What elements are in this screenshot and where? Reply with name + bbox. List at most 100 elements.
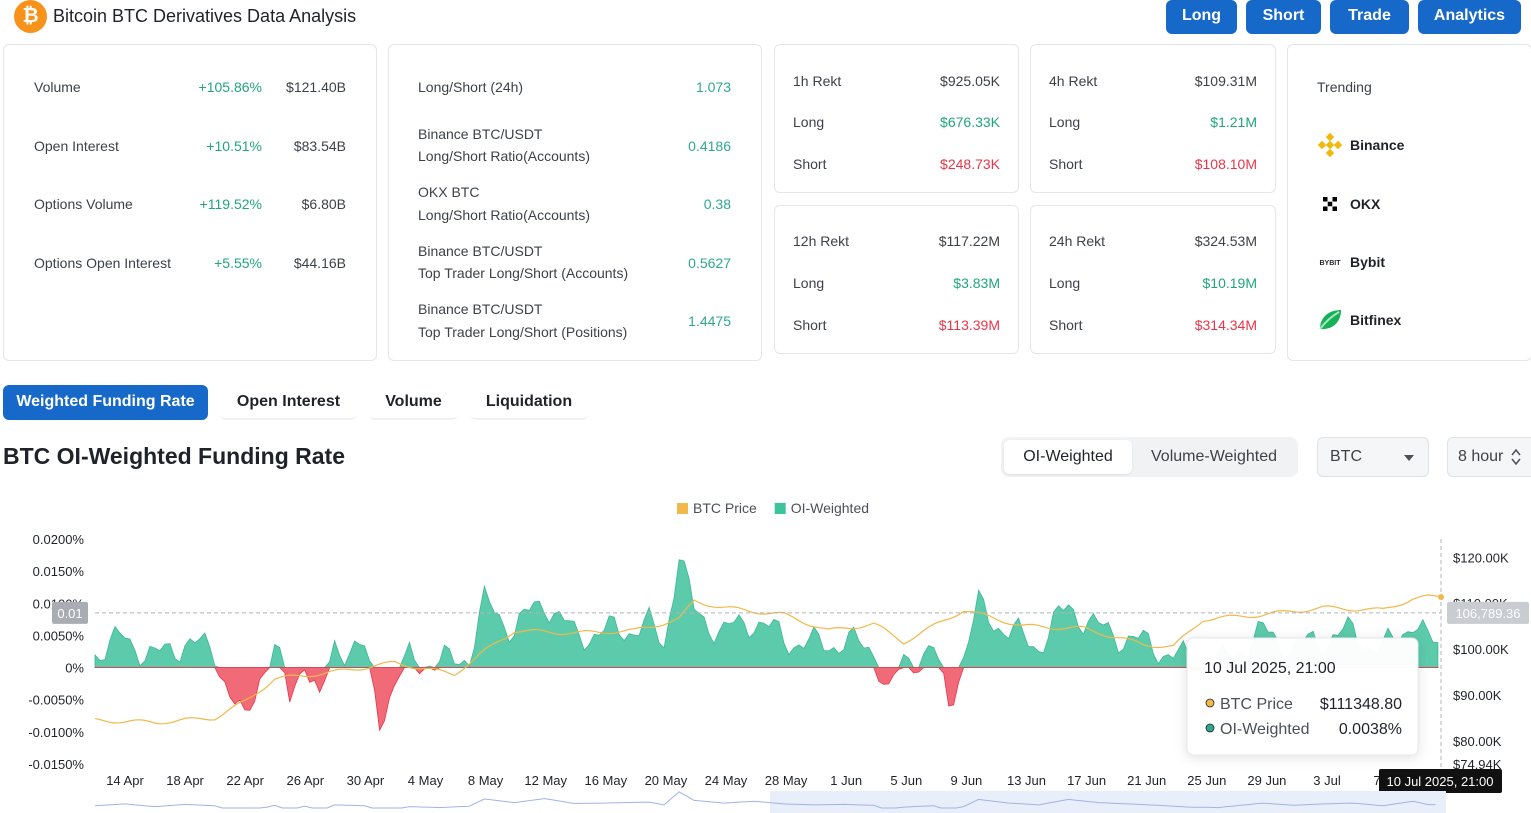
ratio-sublabel: Top Trader Long/Short (Accounts) bbox=[418, 265, 629, 281]
rekt-short-label: Short bbox=[793, 156, 827, 172]
asset-select[interactable]: BTC bbox=[1317, 437, 1429, 477]
summary-change: +10.51% bbox=[206, 138, 262, 154]
rekt-4h-card: 4h Rekt $109.31M Long $1.21M Short $108.… bbox=[1030, 44, 1276, 193]
x-tick-label: 13 Jun bbox=[1007, 773, 1046, 788]
ratio-sublabel: Top Trader Long/Short (Positions) bbox=[418, 324, 628, 340]
rekt-long-label: Long bbox=[1049, 114, 1081, 130]
rekt-long-value: $1.21M bbox=[1210, 114, 1257, 130]
rekt-short-value: $108.10M bbox=[1194, 156, 1257, 172]
rekt-title: 4h Rekt bbox=[1049, 73, 1098, 89]
binance-icon bbox=[1317, 132, 1343, 158]
rekt-short-value: $113.39M bbox=[938, 317, 1000, 333]
trending-item-bitfinex[interactable]: Bitfinex bbox=[1317, 306, 1497, 334]
tab-open-interest[interactable]: Open Interest bbox=[220, 385, 357, 420]
x-tick-label: 20 May bbox=[645, 773, 688, 788]
okx-icon bbox=[1323, 197, 1337, 211]
tab-liquidation[interactable]: Liquidation bbox=[470, 385, 588, 420]
rekt-title: 1h Rekt bbox=[793, 73, 842, 89]
y-left-tick-label: 0.0200% bbox=[33, 532, 85, 547]
oi-weighted-toggle[interactable]: OI-Weighted bbox=[1004, 440, 1132, 474]
rekt-long-value: $676.33K bbox=[940, 114, 1000, 130]
ratio-value: 1.073 bbox=[695, 79, 731, 95]
trending-item-okx[interactable]: OKX bbox=[1317, 190, 1497, 218]
y-left-tick-label: -0.0050% bbox=[28, 693, 84, 708]
ratio-label: Binance BTC/USDT bbox=[418, 301, 543, 317]
summary-value: $83.54B bbox=[293, 138, 346, 154]
trending-item-binance[interactable]: Binance bbox=[1317, 131, 1497, 159]
y-left-tick-label: -0.0100% bbox=[28, 725, 84, 740]
trending-title: Trending bbox=[1317, 79, 1372, 95]
navigator-line bbox=[94, 791, 1436, 809]
x-tick-label: 29 Jun bbox=[1247, 773, 1286, 788]
rekt-total: $324.53M bbox=[1194, 233, 1257, 249]
crosshair-right-label-bg bbox=[1447, 601, 1529, 624]
y-right-tick-label: $74.94K bbox=[1453, 757, 1502, 772]
x-tick-label: 14 Apr bbox=[106, 773, 144, 788]
rekt-long-label: Long bbox=[1049, 275, 1081, 291]
top-bar: ₿ Bitcoin BTC Derivatives Data Analysis … bbox=[0, 0, 1531, 36]
rekt-total: $925.05K bbox=[940, 73, 1000, 89]
ratio-value: 0.5627 bbox=[688, 255, 731, 271]
ratio-value: 0.4186 bbox=[688, 138, 731, 154]
summary-label: Open Interest bbox=[34, 138, 119, 154]
nav-trade-button[interactable]: Trade bbox=[1330, 0, 1409, 34]
summary-value: $121.40B bbox=[286, 79, 346, 95]
tab-weighted-funding-rate[interactable]: Weighted Funding Rate bbox=[3, 385, 208, 420]
btc-price-line bbox=[94, 594, 1439, 725]
rekt-long-label: Long bbox=[793, 275, 825, 291]
rekt-1h-card: 1h Rekt $925.05K Long $676.33K Short $24… bbox=[774, 44, 1019, 193]
nav-analytics-button[interactable]: Analytics bbox=[1418, 0, 1521, 34]
crosshair-left-label: 0.01 bbox=[57, 606, 82, 621]
ratio-label: Long/Short (24h) bbox=[418, 79, 524, 95]
x-tick-label: 18 Apr bbox=[166, 773, 204, 788]
page-title: Bitcoin BTC Derivatives Data Analysis bbox=[53, 6, 357, 26]
rekt-short-value: $314.34M bbox=[1194, 317, 1257, 333]
summary-label: Options Open Interest bbox=[34, 255, 171, 271]
weighting-toggle: OI-Weighted Volume-Weighted bbox=[1001, 437, 1298, 477]
summary-value: $44.16B bbox=[293, 255, 346, 271]
summary-change: +105.86% bbox=[198, 79, 262, 95]
nav-long-button[interactable]: Long bbox=[1166, 0, 1237, 34]
trending-item-label: Binance bbox=[1350, 137, 1405, 153]
interval-select-value: 8 hour bbox=[1458, 448, 1504, 465]
x-tick-label: 26 Apr bbox=[287, 773, 325, 788]
legend-swatch bbox=[774, 503, 786, 514]
btc-price-point bbox=[1438, 594, 1444, 601]
x-tick-label: 4 May bbox=[408, 773, 444, 788]
rekt-24h-card: 24h Rekt $324.53M Long $10.19M Short $31… bbox=[1030, 205, 1276, 354]
funding-rate-chart-svg: BTC PriceOI-Weighted0.0200%0.0150%0.0100… bbox=[28, 500, 1529, 813]
x-tick-label: 16 May bbox=[584, 773, 627, 788]
ratio-sublabel: Long/Short Ratio(Accounts) bbox=[418, 148, 590, 164]
trending-item-bybit[interactable]: BYBIT Bybit bbox=[1317, 248, 1497, 276]
tooltip-marker bbox=[1205, 723, 1215, 733]
x-tick-label: 8 May bbox=[468, 773, 504, 788]
x-tick-label: 28 May bbox=[765, 773, 808, 788]
asset-select-value: BTC bbox=[1330, 448, 1362, 465]
nav-short-button[interactable]: Short bbox=[1246, 0, 1321, 34]
rekt-short-label: Short bbox=[793, 317, 827, 333]
ratio-label: Binance BTC/USDT bbox=[418, 126, 543, 142]
tooltip-box bbox=[1186, 637, 1419, 756]
y-right-tick-label: $120.00K bbox=[1453, 550, 1509, 565]
x-tick-label: 1 Jun bbox=[830, 773, 862, 788]
tooltip-series-name: OI-Weighted bbox=[1220, 721, 1310, 738]
trending-item-label: Bybit bbox=[1350, 254, 1385, 270]
volume-weighted-toggle[interactable]: Volume-Weighted bbox=[1151, 448, 1277, 465]
y-right-tick-label: $80.00K bbox=[1453, 734, 1502, 749]
rekt-short-label: Short bbox=[1049, 317, 1083, 333]
rekt-short-value: $248.73K bbox=[940, 156, 1000, 172]
crosshair-date-label-bg bbox=[1379, 769, 1502, 793]
tooltip-marker bbox=[1205, 698, 1215, 708]
rekt-long-label: Long bbox=[793, 114, 825, 130]
sort-arrows-icon bbox=[1511, 449, 1521, 465]
summary-change: +5.55% bbox=[214, 255, 262, 271]
y-left-tick-label: 0.0150% bbox=[33, 564, 85, 579]
bitfinex-icon bbox=[1319, 310, 1341, 330]
ratio-value: 0.38 bbox=[703, 196, 731, 212]
rekt-total: $109.31M bbox=[1194, 73, 1257, 89]
summary-label: Options Volume bbox=[34, 196, 133, 212]
tab-volume[interactable]: Volume bbox=[369, 385, 458, 420]
summary-value: $6.80B bbox=[301, 196, 346, 212]
interval-select[interactable]: 8 hour bbox=[1447, 437, 1531, 477]
x-tick-label: 24 May bbox=[705, 773, 748, 788]
